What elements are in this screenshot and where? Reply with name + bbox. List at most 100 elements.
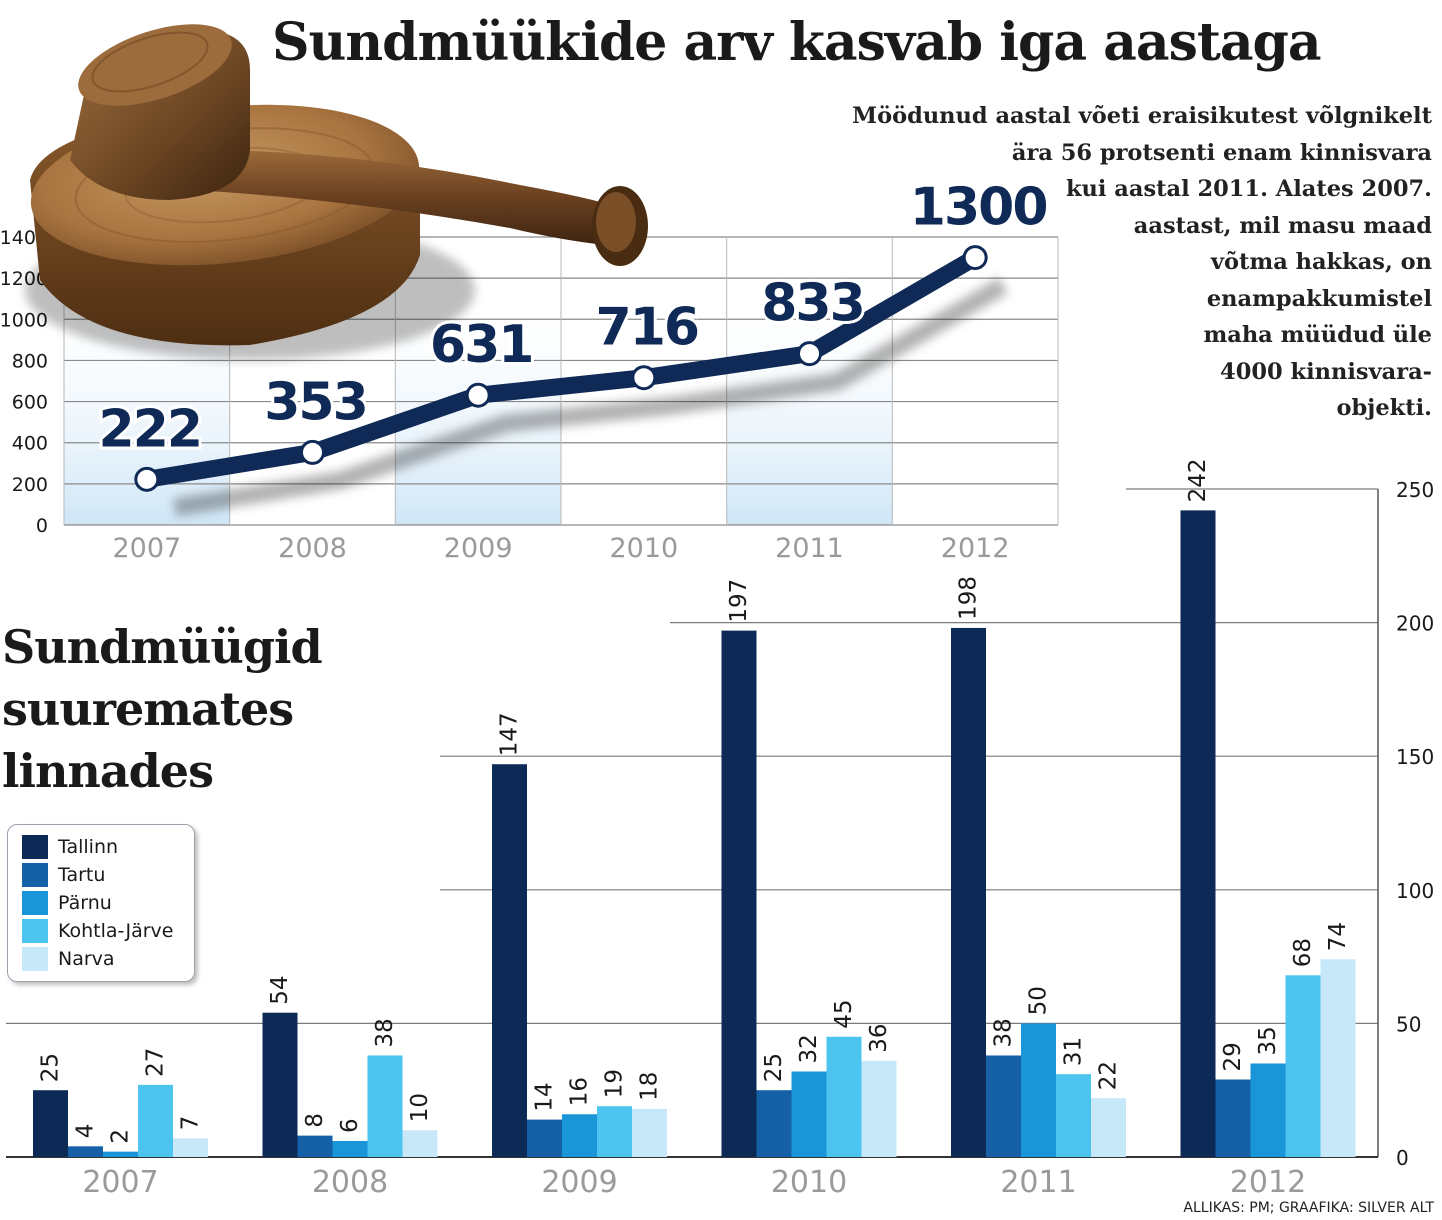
legend-item: Pärnu [22,891,112,915]
line-data-label: 1300 [910,178,1047,238]
bar [262,1012,298,1157]
line-chart-xtick: 2009 [444,533,513,564]
bar-data-label: 147 [497,712,523,756]
line-shadow [173,277,1008,517]
bar-data-label: 68 [1290,938,1316,967]
line-point [797,341,822,367]
bar-chart-xtick: 2010 [771,1165,847,1200]
bar-data-label: 32 [796,1034,822,1063]
bar [1180,510,1216,1158]
bar-data-label: 7 [178,1116,204,1131]
bar [103,1151,138,1157]
bar [1215,1079,1251,1157]
bar-data-label: 14 [532,1082,558,1111]
legend-item: Tartu [22,863,105,887]
legend: Tallinn Tartu Pärnu Kohtla-Järve Narva [7,824,195,982]
line-chart-ytick: 1000 [0,309,48,331]
lead-paragraph: Möödunud aastal võeti eraisikutest võlgn… [792,98,1432,427]
bar-data-label: 197 [726,579,752,623]
legend-label: Narva [58,948,115,970]
bar-data-label: 4 [73,1124,99,1139]
bar [632,1108,667,1157]
bar [721,630,757,1157]
bar-data-label: 242 [1185,458,1211,502]
bar [402,1130,438,1157]
bar [1021,1023,1056,1157]
bar-chart-xtick: 2011 [1000,1165,1076,1200]
bar [756,1090,792,1157]
source-credit: ALLIKAS: PM; GRAAFIKA: SILVER ALT [1183,1200,1434,1216]
line-series-path [138,249,984,488]
bar-data-label: 38 [372,1018,398,1047]
lead-line: enampakkumistel [1206,285,1432,312]
line-chart-xtick: 2010 [609,533,678,564]
lead-line: võtma hakkas, on [1210,249,1432,275]
line-chart-ytick: 600 [12,392,48,414]
bar-chart-xtick: 2008 [312,1165,388,1200]
bar [826,1036,862,1157]
lead-line: maha müüdud üle [1203,322,1432,348]
line-point [631,365,657,391]
bar-data-label: 31 [1061,1037,1087,1066]
line-point [962,245,988,271]
bar-data-label: 29 [1220,1042,1246,1071]
line-chart-band [726,297,893,525]
lead-line: kui aastal 2011. Alates 2007. [1065,176,1432,202]
line-chart-xtick: 2012 [941,533,1010,564]
bar-chart-ytick: 50 [1396,1012,1421,1036]
bar-chart-xtick: 2012 [1230,1165,1306,1200]
bar [297,1135,333,1157]
line-point [465,382,491,408]
line-data-label: 716 [596,298,699,358]
lead-line: aastast, mil masu maad [1133,212,1432,239]
bar [951,627,986,1157]
gavel-illustration [25,24,648,360]
bar-data-label: 54 [267,975,293,1004]
bar-data-label: 25 [38,1053,64,1082]
bar-chart-ytick: 200 [1396,612,1434,636]
legend-swatch-kohtla-jarve [22,919,48,943]
bar-data-label: 16 [567,1077,593,1106]
bar-chart-ytick: 150 [1396,745,1434,769]
bar [527,1119,562,1157]
bar-chart-ytick: 250 [1396,478,1434,502]
bar-data-label: 10 [407,1093,433,1122]
bar [562,1114,597,1157]
bar-data-label: 35 [1255,1026,1281,1055]
bar-data-label: 45 [831,999,857,1028]
bar-chart-xtick: 2007 [82,1165,158,1200]
line-point [300,439,325,465]
bar-data-label: 19 [602,1069,628,1098]
bar [33,1090,68,1157]
legend-item: Tallinn [22,835,118,859]
bar-data-label: 18 [637,1072,663,1101]
bar-data-label: 25 [761,1053,787,1082]
legend-label: Tallinn [58,836,119,858]
bar-chart-title: Sundmüügid suuremates linnades [2,616,323,802]
legend-swatch-tallinn [22,835,48,859]
bar-data-label: 22 [1096,1061,1122,1090]
line-chart-xtick: 2007 [112,533,181,564]
bar [1250,1063,1286,1157]
page-title: Sundmüükide arv kasvab iga aastaga [272,12,1322,73]
line-chart-ytick: 200 [12,474,48,496]
bar [68,1146,103,1157]
bar-data-label: 6 [337,1118,363,1133]
bar-data-label: 50 [1026,986,1052,1015]
line-chart-xtick: 2008 [278,533,347,564]
bar [861,1060,897,1157]
bar-chart-xtick: 2009 [541,1165,617,1200]
lead-line: 4000 kinnisvara- [1220,358,1432,385]
bar-data-label: 74 [1325,922,1351,951]
bar [597,1106,632,1157]
bar [1056,1074,1091,1157]
bar [1091,1098,1126,1157]
line-data-label: 222 [99,399,202,459]
bar [492,764,527,1157]
legend-swatch-narva [22,947,48,971]
line-data-label: 631 [430,315,533,375]
bar-data-label: 38 [991,1018,1017,1047]
bar-chart-ytick: 0 [1396,1146,1409,1170]
legend-item: Kohtla-Järve [22,919,173,943]
